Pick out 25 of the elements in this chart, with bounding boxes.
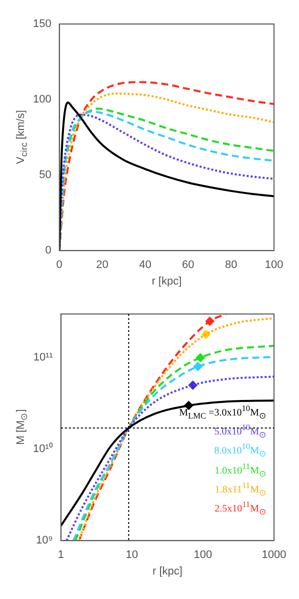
text: 8.0x10$^{10}$M$_{⊙}$ <box>213 441 266 461</box>
y-tick-label: 150 <box>32 18 52 30</box>
text: 5.0x10$^{10}$M$_{⊙}$ <box>213 422 266 442</box>
x-tick-label: 1000 <box>262 549 286 562</box>
text: 2.5x10$^{11}$M$_{⊙}$ <box>214 499 266 519</box>
x-tick-label: 100 <box>264 259 284 272</box>
series-label: M$_{LMC}$ =3.0x10$^{10}$M$_{⊙}$ <box>179 402 266 422</box>
y-tick-label: 10⁹ <box>36 534 53 547</box>
text: 1.0x10$^{11}$M$_{⊙}$ <box>214 460 266 480</box>
y-tick-label: 10¹¹ <box>33 352 54 364</box>
x-tick-label: 0 <box>56 259 62 272</box>
x-tick-label: 1 <box>58 549 64 562</box>
y-tick-label: 10¹⁰ <box>32 442 53 456</box>
y-tick-label: 0 <box>45 244 52 257</box>
x-tick-label: 40 <box>139 259 152 272</box>
x-tick-label: 80 <box>224 259 238 272</box>
x-tick-label: 10 <box>126 549 138 562</box>
x-tick-label: 20 <box>96 259 108 272</box>
y-tick-label: 100 <box>32 94 52 106</box>
x-axis-title: r [kpc] <box>152 565 182 578</box>
text: 1.8x11$^{11}$M$_{⊙}$ <box>214 480 266 500</box>
x-tick-label: 100 <box>194 549 212 562</box>
y-tick-label: 50 <box>39 169 52 182</box>
x-axis-title: r [kpc] <box>152 275 182 288</box>
x-tick-label: 60 <box>182 259 194 272</box>
